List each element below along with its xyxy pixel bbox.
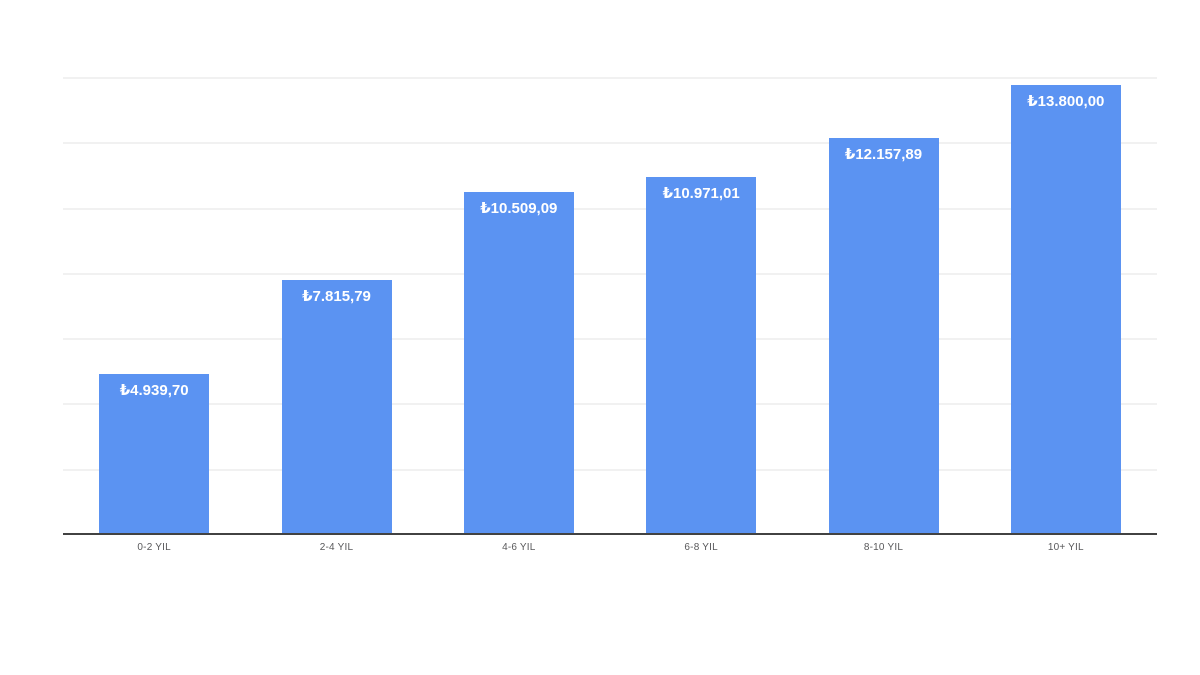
x-axis-label: 0-2 YIL xyxy=(137,542,171,553)
gridline xyxy=(63,77,1157,79)
x-axis-label: 6-8 YIL xyxy=(684,542,718,553)
x-axis-label: 10+ YIL xyxy=(1047,542,1084,553)
bar-value-label: ₺4.939,70 xyxy=(119,381,189,399)
bar[interactable]: ₺4.939,70 xyxy=(99,373,210,535)
plot-area: ₺4.939,70 ₺7.815,79 ₺10.509,09 ₺10.971,01 ₺1… xyxy=(63,77,1157,535)
bar[interactable]: ₺7.815,79 xyxy=(281,279,392,535)
bar[interactable]: ₺10.509,09 xyxy=(463,191,574,535)
bar-value-label: ₺12.157,89 xyxy=(844,146,923,164)
x-axis-labels: 0-2 YIL 2-4 YIL 4-6 YIL 6-8 YIL 8-10 YIL 10+ … xyxy=(63,542,1157,553)
gridline xyxy=(63,142,1157,145)
x-axis-label: 2-4 YIL xyxy=(319,542,354,553)
bar[interactable]: ₺12.157,89 xyxy=(828,138,939,535)
gridline xyxy=(63,207,1157,210)
bar-value-label: ₺10.971,01 xyxy=(662,184,740,202)
bar[interactable]: ₺13.800,00 xyxy=(1010,84,1121,535)
x-axis-line xyxy=(63,533,1157,535)
bar[interactable]: ₺10.971,01 xyxy=(646,176,757,535)
x-axis-label: 4-6 YIL xyxy=(502,542,536,553)
gridline xyxy=(63,272,1157,275)
x-axis-label: 8-10 YIL xyxy=(863,542,904,553)
gridline xyxy=(63,403,1157,406)
bar-value-label: ₺10.509,09 xyxy=(480,199,558,217)
gridline xyxy=(63,468,1157,471)
gridline xyxy=(63,338,1157,341)
bar-value-label: ₺7.815,79 xyxy=(302,287,371,305)
bar-value-label: ₺13.800,00 xyxy=(1027,92,1105,110)
